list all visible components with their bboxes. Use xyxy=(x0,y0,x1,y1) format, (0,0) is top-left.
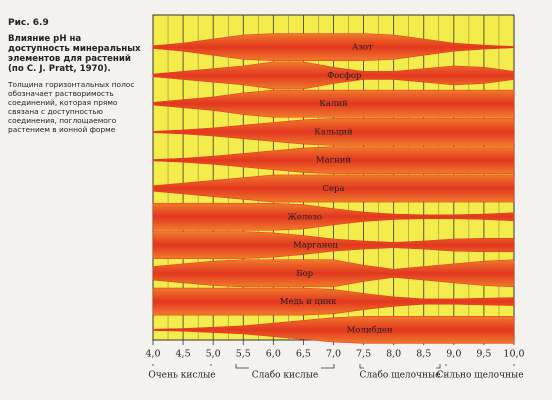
availability-band xyxy=(152,287,515,316)
availability-band xyxy=(152,316,515,344)
availability-band xyxy=(152,202,515,231)
band-label: Молибден xyxy=(347,324,393,335)
range-label: Слабо кислые xyxy=(252,370,319,381)
band-label: Сера xyxy=(322,184,344,194)
figure-title: Влияние pH на доступность минеральных эл… xyxy=(8,34,141,74)
range-label-bg xyxy=(249,366,321,382)
x-tick-label: 6,5 xyxy=(296,349,311,360)
availability-band xyxy=(152,61,515,90)
range-label-bg xyxy=(444,366,516,382)
x-tick-label: 8,0 xyxy=(386,349,401,360)
band-label: Марганец xyxy=(293,241,338,251)
availability-band xyxy=(152,174,515,203)
x-tick-label: 4,0 xyxy=(145,349,160,360)
band-label: Калий xyxy=(319,99,348,109)
range-label-bg xyxy=(146,366,218,382)
figure-note: Толщина горизонтальных полос обозначает … xyxy=(8,80,135,134)
availability-band xyxy=(152,146,515,175)
x-tick-label: 7,0 xyxy=(326,349,341,360)
x-tick-label: 9,5 xyxy=(476,349,491,360)
band-label: Медь и цинк xyxy=(280,297,337,307)
range-label: Очень кислые xyxy=(148,371,215,381)
availability-band xyxy=(152,118,515,146)
range-label-bg xyxy=(364,366,436,382)
x-tick-label: 10,0 xyxy=(503,349,524,360)
x-tick-label: 4,5 xyxy=(176,349,191,360)
availability-band xyxy=(152,259,515,288)
band-label: Магний xyxy=(316,156,352,166)
band-label: Железо xyxy=(287,212,322,222)
x-tick-label: 6,0 xyxy=(266,349,281,360)
caption: Рис. 6.9 Влияние pH на доступность минер… xyxy=(8,18,144,134)
range-label: Слабо щелочные xyxy=(360,370,441,381)
band-label: Кальций xyxy=(314,127,353,137)
availability-band xyxy=(152,231,515,259)
x-tick-label: 5,0 xyxy=(206,349,221,360)
availability-band xyxy=(152,89,515,118)
x-tick-label: 7,5 xyxy=(356,349,371,360)
x-tick-label: 9,0 xyxy=(446,349,461,360)
band-label: Фосфор xyxy=(327,71,362,81)
band-label: Бор xyxy=(296,269,313,279)
availability-band xyxy=(152,33,515,61)
range-label: Сильно щелочные xyxy=(436,371,523,381)
band-label: Азот xyxy=(352,43,373,53)
x-tick-label: 5,5 xyxy=(236,349,251,360)
figure-number: Рис. 6.9 xyxy=(8,18,49,28)
x-tick-label: 8,5 xyxy=(416,349,431,360)
